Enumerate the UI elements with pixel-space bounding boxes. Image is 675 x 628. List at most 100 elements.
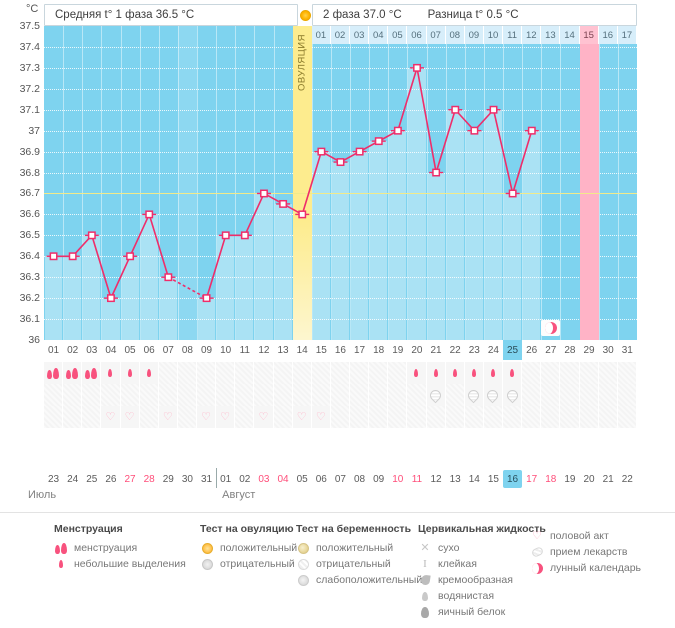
menstruation-marker[interactable] [464,362,484,384]
empty-cell[interactable] [158,384,178,406]
calendar-date-cell[interactable]: 16 [503,470,523,488]
phase2-day-header[interactable]: 17 [617,26,637,44]
cycle-day-cell[interactable]: 14 [296,344,308,356]
empty-cell[interactable] [579,406,599,428]
empty-cell[interactable] [311,362,331,384]
intercourse-row[interactable]: ♡ ♡ ♡ ♡ ♡ ♡ ♡ ♡ [44,406,637,428]
cycle-day-cell[interactable]: 09 [201,344,213,356]
empty-cell[interactable] [273,406,293,428]
empty-cell[interactable] [44,406,64,428]
empty-cell[interactable] [617,384,637,406]
empty-cell[interactable] [120,384,140,406]
symbol-rows[interactable]: ♡ ♡ ♡ ♡ ♡ ♡ ♡ ♡ [44,362,637,428]
empty-cell[interactable] [350,384,370,406]
empty-cell[interactable] [464,406,484,428]
menstruation-marker[interactable] [426,362,446,384]
empty-cell[interactable] [617,406,637,428]
empty-cell[interactable] [235,384,255,406]
calendar-date-cell[interactable]: 23 [48,473,60,485]
empty-cell[interactable] [560,384,580,406]
empty-cell[interactable] [197,384,217,406]
calendar-date-cell[interactable]: 11 [411,473,423,485]
cycle-day-cell[interactable]: 08 [181,344,193,356]
empty-cell[interactable] [541,384,561,406]
empty-cell[interactable] [139,406,159,428]
chart-plot-area[interactable]: ОВУЛЯЦИЯ [44,26,637,340]
cycle-day-cell[interactable]: 22 [449,344,461,356]
calendar-date-cell[interactable]: 21 [602,473,614,485]
calendar-date-cell[interactable]: 31 [201,473,213,485]
calendar-date-cell[interactable]: 10 [392,473,404,485]
empty-cell[interactable] [579,384,599,406]
empty-cell[interactable] [407,406,427,428]
cycle-day-row[interactable]: 01 02 03 04 05 06 07 08 09 10 11 12 13 14 15 16 17 18 19 20… [44,340,637,360]
calendar-date-cell[interactable]: 13 [449,473,461,485]
calendar-date-cell[interactable]: 12 [430,473,442,485]
empty-cell[interactable] [273,384,293,406]
empty-cell[interactable] [617,362,637,384]
intercourse-marker[interactable]: ♡ [254,406,274,428]
cycle-day-cell[interactable]: 19 [392,344,404,356]
empty-cell[interactable] [445,406,465,428]
empty-cell[interactable] [598,384,618,406]
calendar-date-cell[interactable]: 30 [181,473,193,485]
empty-cell[interactable] [483,406,503,428]
phase2-day-header[interactable]: 02 [330,26,351,44]
empty-cell[interactable] [541,362,561,384]
phase1-average-box[interactable]: Средняя t° 1 фаза 36.5 °C [44,4,298,26]
cycle-day-cell[interactable]: 04 [105,344,117,356]
empty-cell[interactable] [216,384,236,406]
empty-cell[interactable] [445,384,465,406]
calendar-date-cell[interactable]: 04 [277,473,289,485]
calendar-date-cell[interactable]: 09 [373,473,385,485]
cervical-fluid-marker[interactable] [464,384,484,406]
calendar-date-cell[interactable]: 01 [220,473,232,485]
phase2-day-header[interactable]: 10 [483,26,504,44]
empty-cell[interactable] [369,362,389,384]
cycle-day-cell[interactable]: 20 [411,344,423,356]
intercourse-marker[interactable]: ♡ [197,406,217,428]
empty-cell[interactable] [598,406,618,428]
cycle-day-cell[interactable]: 17 [354,344,366,356]
phase2-average-box[interactable]: 2 фаза 37.0 °C Разница t° 0.5 °C [312,4,637,26]
empty-cell[interactable] [177,406,197,428]
intercourse-marker[interactable]: ♡ [158,406,178,428]
empty-cell[interactable] [350,362,370,384]
cycle-day-cell[interactable]: 26 [526,344,538,356]
empty-cell[interactable] [560,362,580,384]
cycle-day-cell[interactable]: 15 [315,344,327,356]
empty-cell[interactable] [44,384,64,406]
calendar-date-cell[interactable]: 07 [334,473,346,485]
empty-cell[interactable] [579,362,599,384]
cervical-fluid-marker[interactable] [503,384,523,406]
cycle-day-cell[interactable]: 25 [503,340,523,360]
empty-cell[interactable] [330,406,350,428]
cycle-day-cell[interactable]: 13 [277,344,289,356]
calendar-date-cell[interactable]: 02 [239,473,251,485]
empty-cell[interactable] [254,362,274,384]
cycle-day-cell[interactable]: 28 [564,344,576,356]
phase2-day-header[interactable]: 08 [445,26,465,44]
menstruation-marker[interactable] [63,362,83,384]
empty-cell[interactable] [598,362,618,384]
calendar-date-cell[interactable]: 15 [487,473,499,485]
menstruation-row[interactable] [44,362,637,384]
cycle-day-cell[interactable]: 31 [621,344,633,356]
menstruation-marker[interactable] [445,362,465,384]
cycle-day-cell[interactable]: 18 [373,344,385,356]
calendar-date-cell[interactable]: 28 [143,473,155,485]
intercourse-marker[interactable]: ♡ [101,406,121,428]
empty-cell[interactable] [254,384,274,406]
empty-cell[interactable] [330,384,350,406]
phase2-day-header[interactable]: 14 [560,26,580,44]
empty-cell[interactable] [82,384,102,406]
phase2-day-header[interactable]: 03 [350,26,370,44]
phase2-day-header[interactable]: 06 [407,26,427,44]
empty-cell[interactable] [388,362,408,384]
menstruation-marker[interactable] [503,362,523,384]
cycle-day-cell[interactable]: 30 [602,344,614,356]
empty-cell[interactable] [426,406,446,428]
empty-cell[interactable] [522,406,542,428]
menstruation-marker[interactable] [120,362,140,384]
empty-cell[interactable] [235,362,255,384]
